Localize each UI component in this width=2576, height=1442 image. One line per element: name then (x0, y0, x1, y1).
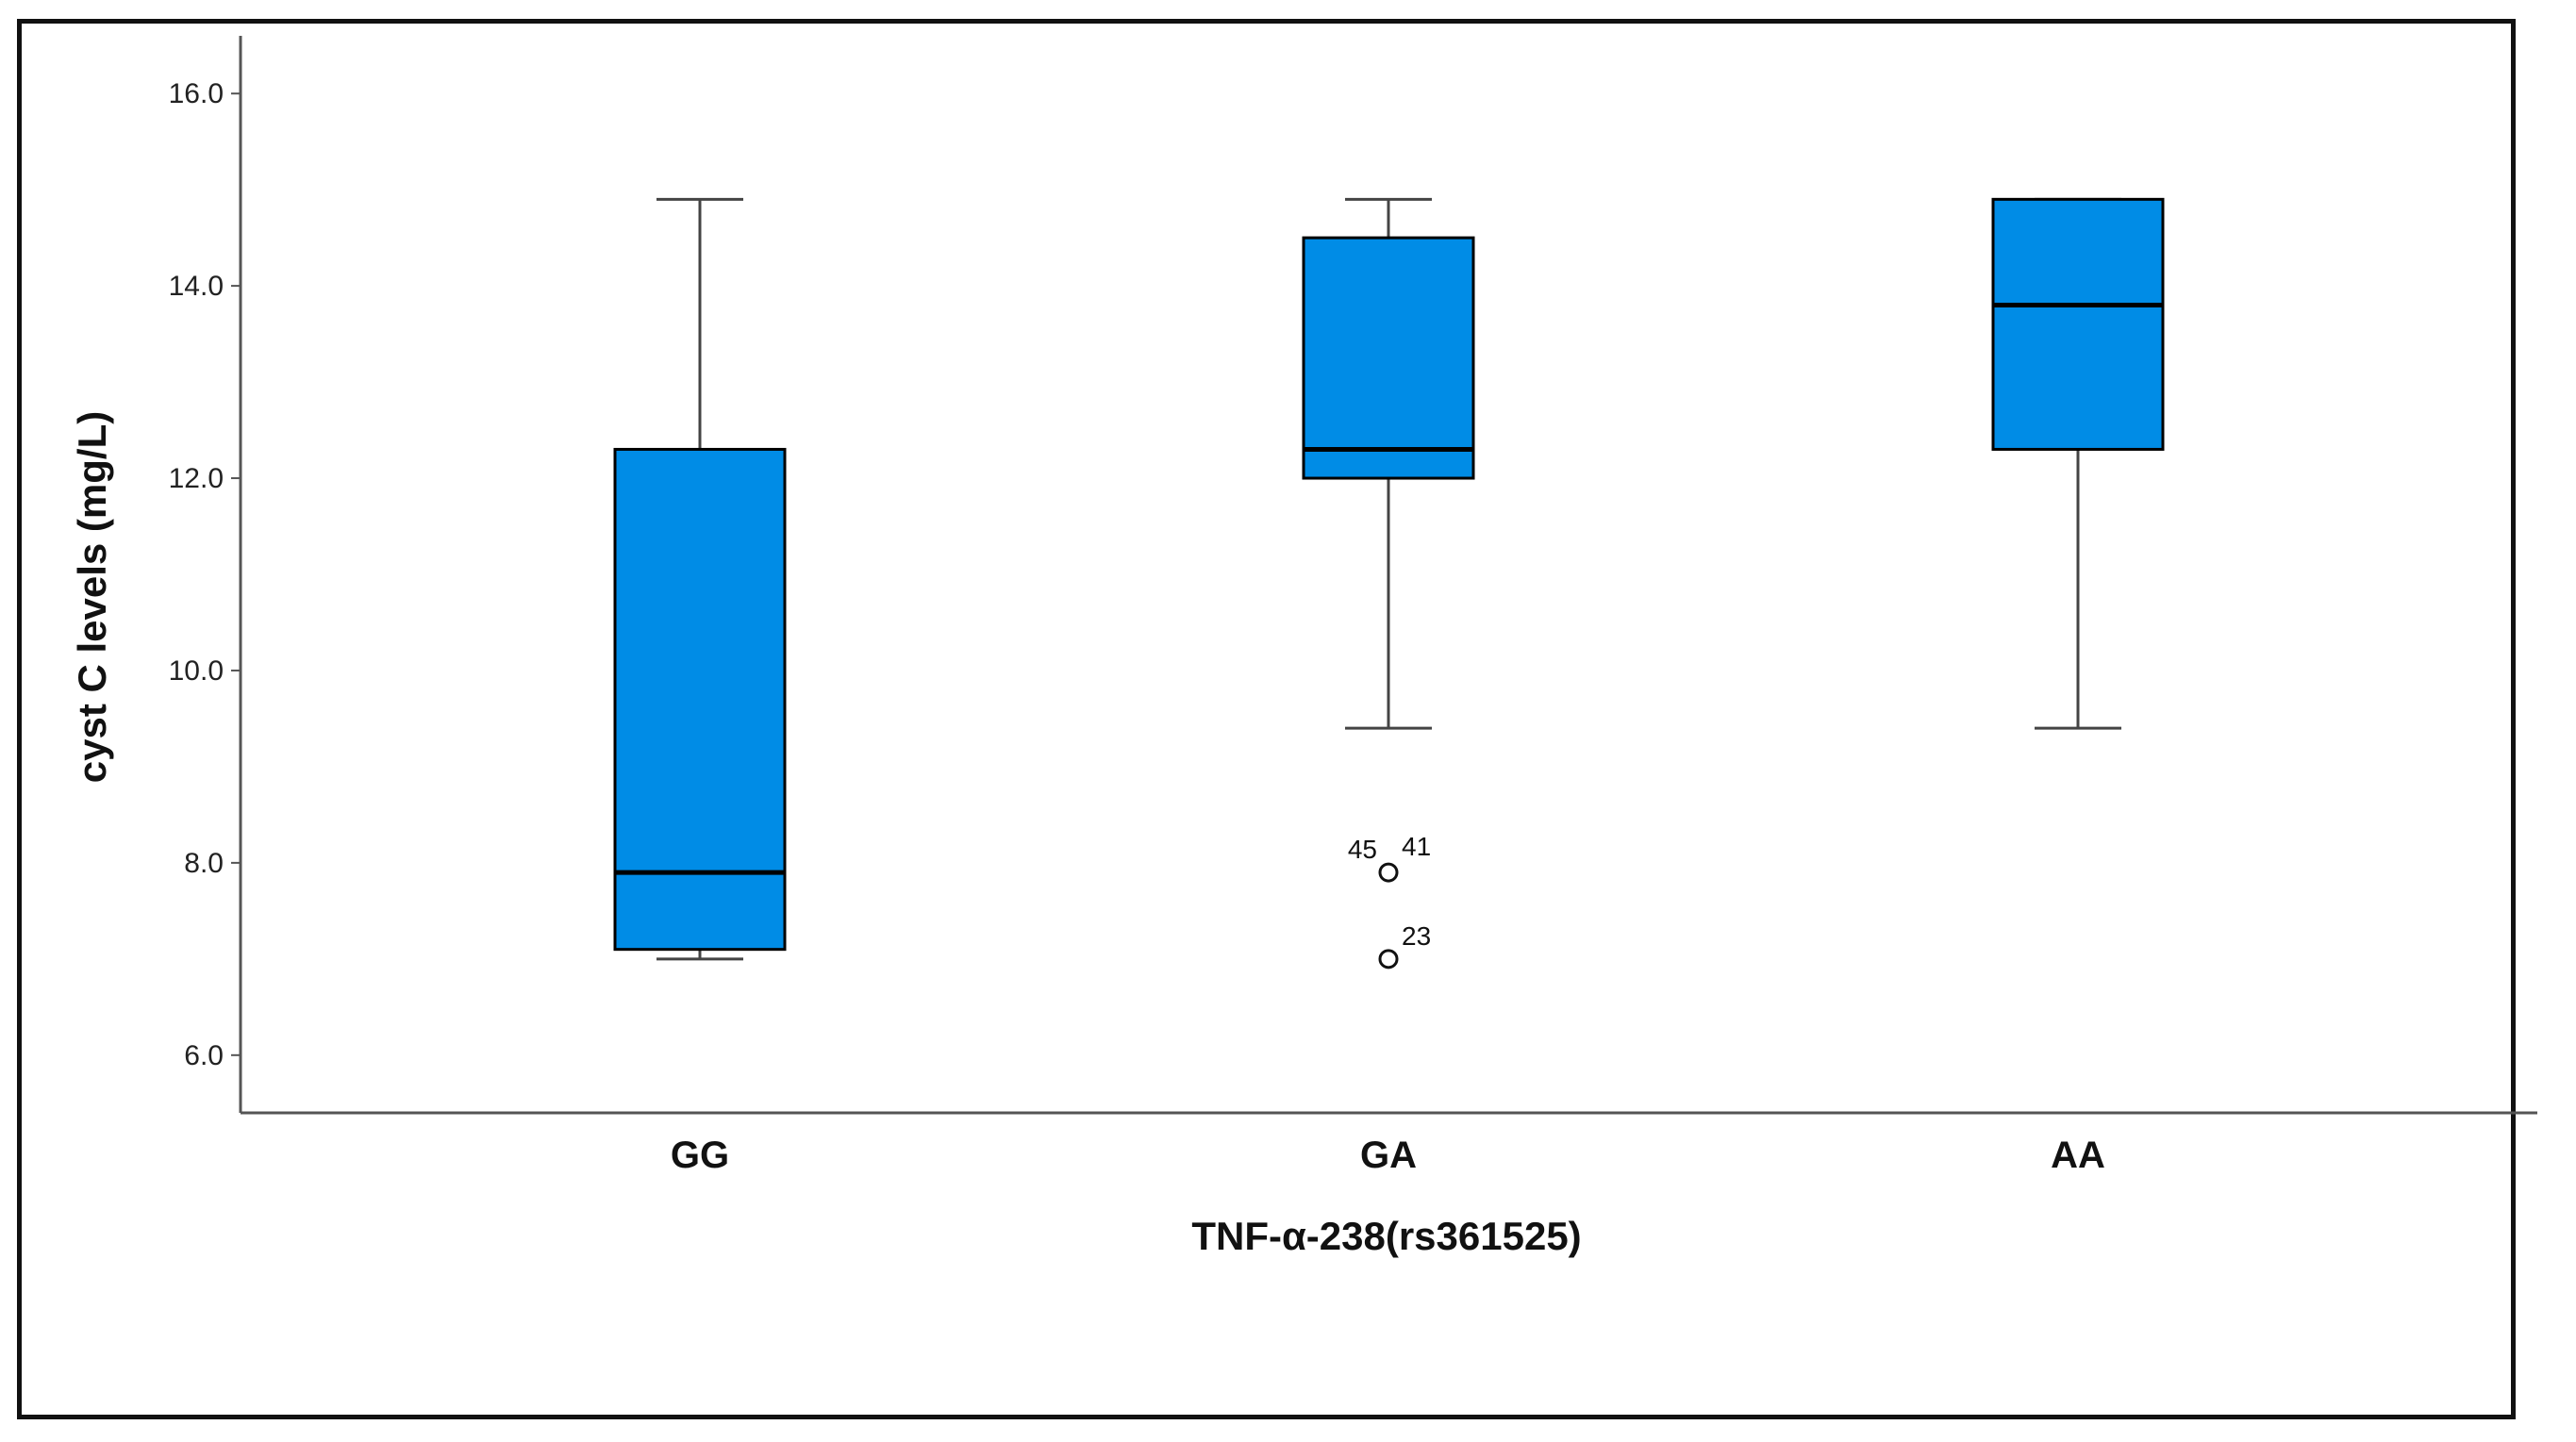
y-tick-label: 6.0 (184, 1040, 224, 1071)
y-ticks: 6.0 8.0 10.0 12.0 14.0 16.0 (169, 78, 241, 1071)
outlier-point (1378, 862, 1399, 883)
y-tick-label: 14.0 (169, 271, 224, 302)
x-category-label: GG (671, 1135, 729, 1176)
boxes: 45 41 23 (613, 197, 2165, 970)
outlier-label: 23 (1402, 921, 1431, 951)
box-group-gg (613, 197, 787, 961)
y-tick-label: 8.0 (184, 848, 224, 879)
box-group-ga: 45 41 23 (1302, 197, 1475, 970)
x-category-label: GA (1360, 1135, 1417, 1176)
outlier-label: 45 (1348, 835, 1377, 864)
y-axis-title: cyst C levels (mg/L) (70, 411, 114, 783)
x-category-label: AA (2051, 1135, 2105, 1176)
iqr-box (1991, 197, 2165, 451)
x-axis-title: TNF-α-238(rs361525) (1191, 1214, 1581, 1258)
outlier-point (1378, 949, 1399, 970)
outlier-label: 41 (1402, 832, 1431, 861)
y-tick-label: 12.0 (169, 463, 224, 494)
iqr-box (613, 447, 787, 952)
y-tick-label: 16.0 (169, 78, 224, 109)
axes (239, 36, 2537, 1115)
box-group-aa (1991, 197, 2165, 730)
y-tick-label: 10.0 (169, 655, 224, 687)
iqr-box (1302, 236, 1475, 480)
chart-border (17, 19, 2516, 1419)
x-category-labels: GG GA AA (671, 1135, 2105, 1176)
